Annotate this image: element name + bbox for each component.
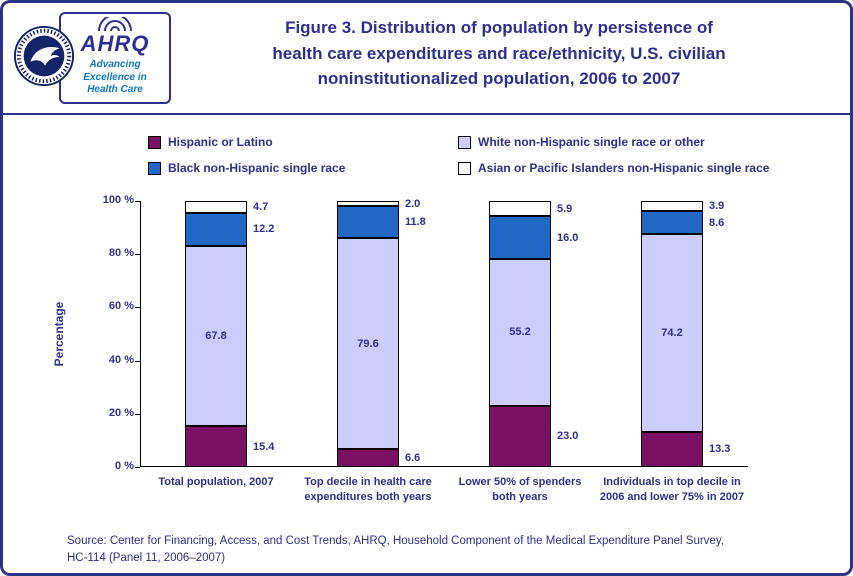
category-label-line: Lower 50% of spenders <box>458 476 582 488</box>
category-label: Individuals in top decile in 2006 and low… <box>588 475 756 506</box>
bar-segment-hispanic <box>185 426 247 467</box>
category-label-line: Top decile in health care <box>304 476 432 488</box>
legend-swatch-icon <box>148 161 161 175</box>
bar-segment-white <box>337 237 399 450</box>
y-tick-label: 20 % <box>108 406 134 419</box>
source-line: Source: Center for Financing, Access, an… <box>67 535 724 547</box>
value-label: 8.6 <box>709 216 725 229</box>
bar-segment-white <box>641 234 703 432</box>
value-label: 23.0 <box>557 430 579 443</box>
legend-item: White non-Hispanic single race or other <box>458 135 840 149</box>
value-label: 12.2 <box>253 223 275 236</box>
category-label-line: Total population, 2007 <box>158 476 274 488</box>
bar-segment-white <box>185 245 247 427</box>
value-label: 4.7 <box>253 200 269 213</box>
legend-label: Hispanic or Latino <box>168 135 273 149</box>
value-label: 2.0 <box>405 197 421 210</box>
ahrq-arcs-icon <box>98 17 132 32</box>
title-line: Figure 3. Distribution of population by … <box>285 18 713 37</box>
bar-segment-black <box>337 206 399 238</box>
y-tick-label: 100 % <box>102 194 134 206</box>
bar-segment-hispanic <box>489 405 551 467</box>
category-label-line: 2006 and lower 75% in 2007 <box>599 491 745 504</box>
y-tick-label: 0 % <box>115 460 134 472</box>
value-label: 67.8 <box>205 329 227 342</box>
y-tick-label: 60 % <box>108 300 134 313</box>
value-label: 11.8 <box>405 216 426 228</box>
legend-item: Asian or Pacific Islanders non-Hispanic … <box>458 161 840 175</box>
legend-label: White non-Hispanic single race or other <box>478 135 705 149</box>
bar-segment-asian <box>337 201 399 207</box>
stacked-bar <box>185 200 247 467</box>
legend-label: Black non-Hispanic single race <box>168 161 346 175</box>
y-tick-label: 40 % <box>108 353 134 366</box>
value-label: 15.4 <box>253 440 275 453</box>
category-label: Lower 50% of spenders both years <box>436 475 604 506</box>
plot-area <box>140 201 748 467</box>
y-tick-mark <box>135 413 140 415</box>
category-label: Total population, 2007 <box>132 475 300 490</box>
bar-slot: 15.4 67.8 12.2 4.7 <box>140 200 292 467</box>
y-tick-label: 80 % <box>108 247 134 260</box>
ahrq-logo: AHRQ Advancing Excellence in Health Care <box>13 10 175 106</box>
bar-segment-black <box>489 216 551 259</box>
value-label: 13.3 <box>709 443 731 456</box>
title-line: health care expenditures and race/ethnic… <box>272 43 726 63</box>
legend-swatch-icon <box>458 161 471 175</box>
value-label: 6.6 <box>405 452 421 465</box>
source-line: HC-114 (Panel 11, 2006–2007) <box>67 551 226 564</box>
legend-label: Asian or Pacific Islanders non-Hispanic … <box>478 161 770 175</box>
legend-item: Hispanic or Latino <box>148 135 458 149</box>
bar-segment-asian <box>641 201 703 212</box>
stacked-bar <box>641 201 703 467</box>
y-tick-mark <box>135 201 140 202</box>
hhs-seal-icon <box>13 25 75 87</box>
category-label: Top decile in health care expenditures bo… <box>284 475 452 506</box>
source-note: Source: Center for Financing, Access, an… <box>67 533 820 566</box>
title-line: noninstitutionalized population, 2006 to… <box>317 69 681 88</box>
bar-segment-white <box>489 259 551 406</box>
bar-slot: 6.6 79.6 11.8 2.0 <box>292 197 444 467</box>
bar-slot: 23.0 55.2 16.0 5.9 <box>444 200 596 467</box>
bar-segment-black <box>641 211 703 235</box>
figure-title: Figure 3. Distribution of population by … <box>173 3 825 92</box>
y-tick-mark <box>135 360 140 362</box>
bar-segment-hispanic <box>337 449 399 467</box>
legend-item: Black non-Hispanic single race <box>148 161 458 175</box>
bar-slot: 13.3 74.2 8.6 3.9 <box>596 200 748 467</box>
stacked-bar <box>489 200 551 467</box>
value-label: 74.2 <box>661 326 683 339</box>
stacked-bar <box>337 201 399 467</box>
bar-segment-hispanic <box>641 431 703 467</box>
ahrq-logo-text: AHRQ <box>80 31 150 56</box>
value-label: 5.9 <box>557 202 573 215</box>
tagline-line: Advancing <box>89 59 141 70</box>
bar-segment-asian <box>489 200 551 217</box>
chart: Percentage 0 % 20 % 40 % 60 % 80 % 100 % 15.4 6… <box>3 193 850 511</box>
y-tick-mark <box>135 467 140 468</box>
y-axis-label: Percentage <box>52 301 66 367</box>
tagline-line: Health Care <box>87 84 143 95</box>
legend-swatch-icon <box>148 135 161 149</box>
ahrq-logo-box: AHRQ Advancing Excellence in Health Care <box>59 12 171 104</box>
category-label-line: expenditures both years <box>304 491 432 504</box>
y-tick-mark <box>135 254 140 256</box>
legend-swatch-icon <box>458 135 471 149</box>
chart-legend: Hispanic or Latino White non-Hispanic sin… <box>148 135 840 175</box>
value-label: 16.0 <box>557 231 579 244</box>
category-label-line: both years <box>492 491 548 504</box>
value-label: 55.2 <box>509 326 531 339</box>
bar-segment-black <box>185 213 247 246</box>
ahrq-tagline: Advancing Excellence in Health Care <box>61 59 169 97</box>
figure-header: AHRQ Advancing Excellence in Health Care… <box>3 3 850 115</box>
tagline-line: Excellence in <box>83 71 147 83</box>
value-label: 3.9 <box>709 200 725 213</box>
value-label: 79.6 <box>357 337 379 350</box>
bar-segment-asian <box>185 200 247 214</box>
y-tick-mark <box>135 307 140 309</box>
category-label-line: Individuals in top decile in <box>603 476 741 488</box>
